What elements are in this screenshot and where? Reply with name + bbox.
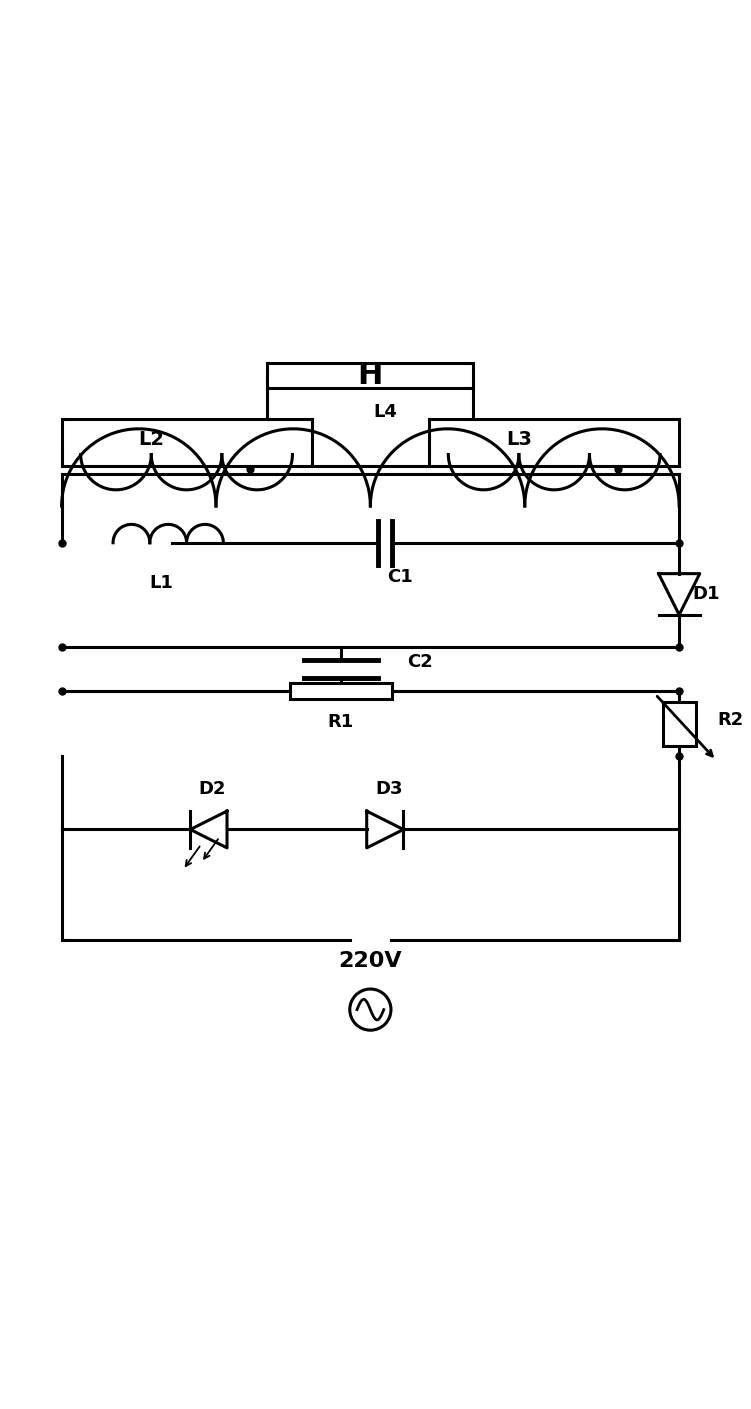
Text: R2: R2 — [718, 712, 744, 728]
Text: C2: C2 — [407, 652, 433, 671]
Text: C1: C1 — [387, 568, 412, 586]
Text: D1: D1 — [692, 585, 720, 603]
Text: L1: L1 — [149, 575, 173, 592]
Bar — [662, 702, 695, 745]
Text: 220V: 220V — [339, 951, 403, 971]
Text: L2: L2 — [138, 430, 164, 448]
Text: L3: L3 — [506, 430, 532, 448]
Text: D3: D3 — [375, 779, 403, 797]
Text: H: H — [357, 361, 383, 390]
Bar — [289, 683, 393, 699]
Bar — [267, 362, 473, 389]
Text: R1: R1 — [328, 713, 354, 731]
Text: L4: L4 — [373, 403, 397, 421]
Text: D2: D2 — [198, 779, 226, 797]
